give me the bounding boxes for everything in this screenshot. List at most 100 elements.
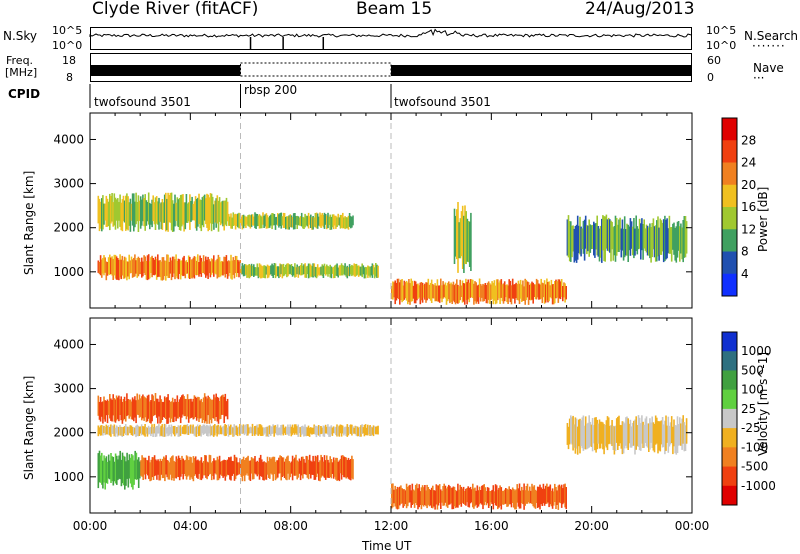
power-echo-cell	[643, 219, 645, 249]
velocity-echo-cell	[609, 425, 611, 444]
power-echo-cell	[274, 217, 277, 230]
power-echo-cell	[262, 266, 264, 278]
power-echo-cell	[637, 228, 640, 250]
power-echo-cell	[342, 265, 344, 276]
velocity-echo-cell	[121, 427, 124, 437]
power-echo-cell	[137, 195, 140, 232]
power-echo-cell	[633, 218, 635, 259]
power-echo-cell	[444, 282, 447, 299]
power-echo-cell	[217, 254, 220, 278]
velocity-echo-cell	[549, 484, 552, 505]
power-echo-cell	[168, 195, 171, 223]
power-echo-cell	[313, 263, 316, 277]
velocity-echo-cell	[199, 460, 202, 480]
power-echo-cell	[326, 264, 328, 275]
velocity-echo-cell	[152, 395, 154, 417]
velocity-echo-cell	[626, 416, 628, 449]
velocity-echo-cell	[347, 457, 350, 479]
power-echo-cell	[454, 283, 457, 305]
velocity-echo-cell	[397, 487, 400, 509]
power-echo-cell	[395, 282, 398, 301]
velocity-echo-cell	[241, 425, 243, 434]
xtick-label: 04:00	[173, 519, 208, 533]
power-echo-cell	[104, 203, 106, 221]
power-echo-cell	[449, 283, 451, 304]
velocity-echo-cell	[665, 415, 667, 451]
velocity-echo-cell	[252, 427, 255, 435]
velocity-echo-cell	[116, 455, 118, 485]
velocity-echo-cell	[489, 491, 491, 506]
velocity-echo-cell	[432, 485, 434, 509]
velocity-echo-cell	[110, 398, 112, 421]
velocity-echo-cell	[99, 397, 102, 422]
power-echo-cell	[106, 262, 109, 276]
power-echo-cell	[596, 215, 598, 256]
power-echo-cell	[201, 261, 204, 273]
power-echo-cell	[555, 279, 557, 299]
velocity-echo-cell	[361, 424, 363, 434]
power-echo-cell	[619, 217, 621, 250]
power-echo-cell	[329, 264, 331, 278]
power-echo-cell	[437, 285, 440, 302]
velocity-echo-cell	[660, 420, 663, 445]
velocity-echo-cell	[242, 424, 245, 434]
velocity-echo-cell	[97, 425, 100, 437]
velocity-echo-cell	[305, 455, 308, 475]
power-echo-cell	[323, 212, 326, 229]
velocity-echo-cell	[483, 484, 485, 506]
power-echo-cell	[516, 284, 518, 300]
power-echo-cell	[119, 194, 121, 227]
velocity-echo-cell	[394, 485, 396, 507]
velocity-echo-cell	[441, 490, 443, 503]
velocity-echo-cell	[296, 460, 298, 480]
power-echo-cell	[576, 215, 579, 260]
velocity-echo-cell	[106, 461, 109, 484]
power-echo-cell	[181, 260, 183, 276]
velocity-echo-cell	[288, 461, 290, 480]
power-echo-cell	[425, 282, 427, 303]
velocity-echo-cell	[508, 486, 510, 505]
power-echo-cell	[153, 202, 156, 225]
power-echo-cell	[213, 255, 215, 277]
velocity-echo-cell	[442, 486, 444, 506]
power-echo-cell	[557, 279, 560, 303]
velocity-echo-cell	[262, 462, 264, 481]
velocity-echo-cell	[192, 456, 195, 482]
power-echo-cell	[304, 263, 306, 278]
velocity-echo-cell	[179, 425, 182, 436]
velocity-echo-cell	[234, 425, 237, 435]
velocity-echo-cell	[107, 425, 110, 435]
power-echo-cell	[683, 216, 686, 258]
power-echo-cell	[206, 259, 208, 276]
velocity-echo-cell	[194, 396, 197, 417]
power-echo-cell	[445, 285, 448, 305]
power-echo-cell	[199, 255, 201, 275]
velocity-echo-cell	[453, 486, 456, 507]
velocity-echo-cell	[364, 424, 367, 436]
power-echo-cell	[294, 263, 296, 278]
velocity-echo-cell	[335, 457, 337, 480]
power-echo-cell	[609, 219, 611, 253]
power-echo-cell	[572, 225, 574, 252]
velocity-echo-cell	[131, 426, 134, 436]
velocity-echo-cell	[554, 483, 556, 502]
velocity-echo-cell	[464, 491, 466, 505]
velocity-echo-cell	[250, 457, 253, 474]
velocity-echo-cell	[570, 415, 572, 444]
velocity-echo-cell	[144, 457, 147, 480]
power-echo-cell	[519, 279, 522, 299]
velocity-echo-cell	[297, 461, 300, 478]
power-echo-cell	[295, 267, 297, 277]
power-echo-cell	[285, 216, 287, 230]
power-echo-cell	[644, 228, 647, 251]
power-echo-cell	[181, 194, 183, 227]
velocity-echo-cell	[306, 427, 309, 436]
velocity-echo-cell	[305, 426, 307, 437]
xtick-label: 00:00	[73, 519, 108, 533]
velocity-echo-cell	[259, 424, 262, 436]
power-echo-cell	[133, 193, 135, 232]
velocity-echo-cell	[163, 456, 165, 478]
velocity-echo-cell	[207, 462, 209, 477]
velocity-echo-cell	[133, 399, 135, 422]
velocity-echo-cell	[300, 426, 303, 436]
